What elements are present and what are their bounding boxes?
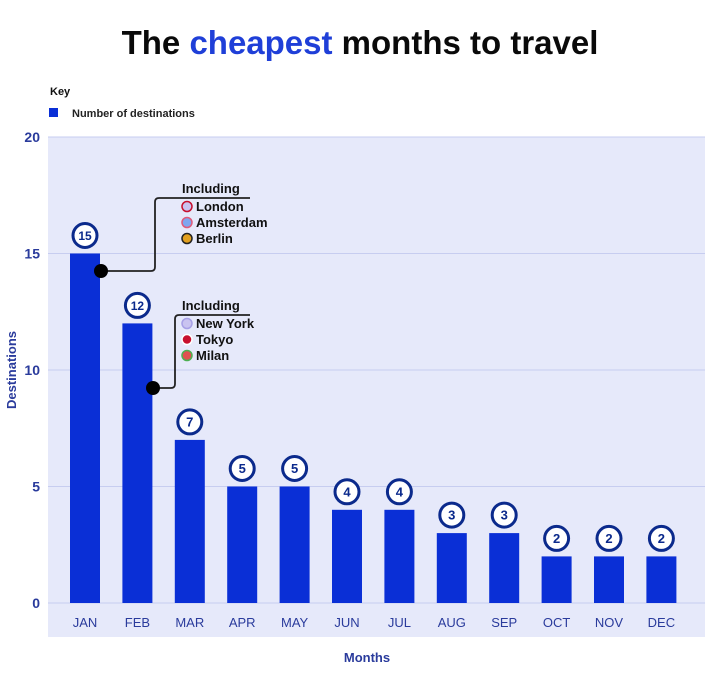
data-label-badge	[438, 501, 466, 529]
data-label-badge	[123, 291, 151, 319]
annotation-city: London	[196, 199, 244, 214]
data-label: 12	[131, 299, 145, 313]
x-tick-label: MAY	[281, 615, 309, 630]
x-tick-label: DEC	[648, 615, 675, 630]
annotation-connector	[153, 314, 250, 389]
annotation-connector	[101, 197, 250, 272]
data-label-badge	[490, 501, 518, 529]
data-label-badge	[543, 524, 571, 552]
annotation-city: Tokyo	[196, 332, 233, 347]
bar-mar	[174, 439, 205, 603]
bar-may	[279, 486, 310, 603]
bar-feb	[122, 323, 153, 603]
data-label: 2	[658, 531, 665, 546]
x-tick-label: JAN	[73, 615, 98, 630]
bar-dec	[646, 556, 677, 603]
japan-flag-icon	[181, 333, 193, 346]
data-label-badge	[595, 524, 623, 552]
x-tick-label: MAR	[175, 615, 204, 630]
x-tick-label: OCT	[543, 615, 571, 630]
data-label-badge	[228, 455, 256, 482]
data-label-badge	[71, 222, 99, 249]
uk-flag-icon	[181, 200, 193, 213]
x-tick-label: JUN	[334, 615, 359, 630]
data-label: 3	[501, 508, 508, 523]
bar-apr	[227, 486, 258, 603]
y-axis-label: Destinations	[4, 331, 19, 409]
data-label: 4	[343, 484, 351, 499]
x-axis-label: Months	[344, 650, 390, 665]
data-label-badge	[176, 408, 204, 436]
data-label-badge	[647, 524, 675, 552]
y-tick-label: 20	[24, 129, 40, 145]
x-tick-label: SEP	[491, 615, 517, 630]
data-label-badge	[385, 478, 413, 506]
netherlands-flag-icon	[181, 216, 193, 229]
bar-aug	[436, 533, 467, 603]
annotation-heading: Including	[182, 298, 240, 313]
bar-jun	[332, 509, 362, 603]
y-tick-label: 0	[32, 595, 40, 611]
bar-jul	[384, 509, 415, 603]
data-label-badge	[333, 478, 361, 506]
annotation-city: New York	[196, 316, 255, 331]
data-label: 3	[448, 508, 455, 523]
annotation-city: Amsterdam	[196, 215, 268, 230]
usa-flag-icon	[181, 317, 193, 330]
x-tick-label: JUL	[388, 615, 411, 630]
data-label-badge	[281, 455, 309, 482]
y-tick-label: 15	[24, 246, 40, 262]
data-label: 7	[186, 414, 193, 429]
bar-sep	[489, 533, 520, 603]
x-tick-label: APR	[229, 615, 256, 630]
annotation-dot	[146, 381, 160, 395]
data-label: 5	[291, 461, 298, 476]
legend-swatch	[49, 108, 58, 117]
italy-flag-icon	[181, 349, 193, 362]
x-tick-label: FEB	[125, 615, 150, 630]
data-label: 2	[605, 531, 612, 546]
annotation-city: Milan	[196, 348, 229, 363]
annotation-city: Berlin	[196, 231, 233, 246]
annotation-dot	[94, 264, 108, 278]
data-label: 2	[553, 531, 560, 546]
data-label: 15	[78, 229, 92, 243]
y-tick-label: 10	[24, 362, 40, 378]
bar-jan	[70, 253, 100, 603]
title-highlight: cheapest	[189, 24, 332, 61]
x-tick-label: AUG	[438, 615, 466, 630]
bar-nov	[594, 556, 624, 603]
y-tick-label: 5	[32, 479, 40, 495]
chart-title: The cheapest months to travel	[122, 24, 599, 61]
data-label: 5	[239, 461, 246, 476]
bar-oct	[541, 556, 572, 603]
annotation-heading: Including	[182, 181, 240, 196]
legend-heading: Key	[50, 86, 71, 98]
germany-flag-icon	[181, 232, 193, 245]
data-label: 4	[396, 484, 404, 499]
x-tick-label: NOV	[595, 615, 624, 630]
legend-label: Number of destinations	[72, 108, 195, 120]
